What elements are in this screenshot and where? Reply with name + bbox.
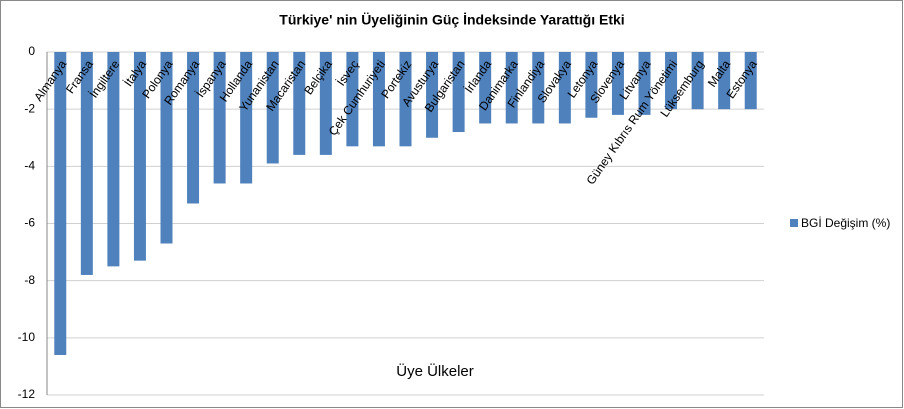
bar <box>452 52 465 133</box>
y-tick-label: 0 <box>28 44 35 58</box>
y-tick-label: -2 <box>24 101 35 115</box>
bar <box>54 52 67 355</box>
bar <box>240 52 253 184</box>
bar <box>346 52 359 147</box>
bar <box>479 52 492 124</box>
chart-title: Türkiye' nin Üyeliğinin Güç İndeksinde Y… <box>279 12 624 28</box>
legend-label: BGİ Değişim (%) <box>801 216 890 230</box>
bar <box>611 52 624 115</box>
bar <box>691 52 704 110</box>
bar <box>718 52 731 110</box>
bar <box>160 52 173 244</box>
bar <box>585 52 598 118</box>
y-tick-label: -10 <box>18 330 36 344</box>
bar <box>80 52 93 275</box>
bar <box>558 52 571 124</box>
legend-swatch <box>790 219 798 227</box>
bar <box>107 52 120 267</box>
bar <box>213 52 226 184</box>
bar <box>399 52 412 147</box>
bar <box>266 52 279 164</box>
bar <box>426 52 439 138</box>
y-tick-label: -4 <box>24 159 35 173</box>
bar <box>532 52 545 124</box>
bar <box>744 52 757 110</box>
bar <box>665 52 678 110</box>
bar <box>187 52 200 204</box>
bar <box>133 52 146 261</box>
x-axis-label: Üye Ülkeler <box>396 362 474 380</box>
bar <box>638 52 651 115</box>
bar <box>293 52 306 155</box>
y-tick-label: -12 <box>18 387 36 401</box>
y-tick-label: -8 <box>24 273 35 287</box>
y-tick-label: -6 <box>24 216 35 230</box>
bar <box>372 52 385 147</box>
bar <box>505 52 518 124</box>
bar <box>319 52 332 155</box>
